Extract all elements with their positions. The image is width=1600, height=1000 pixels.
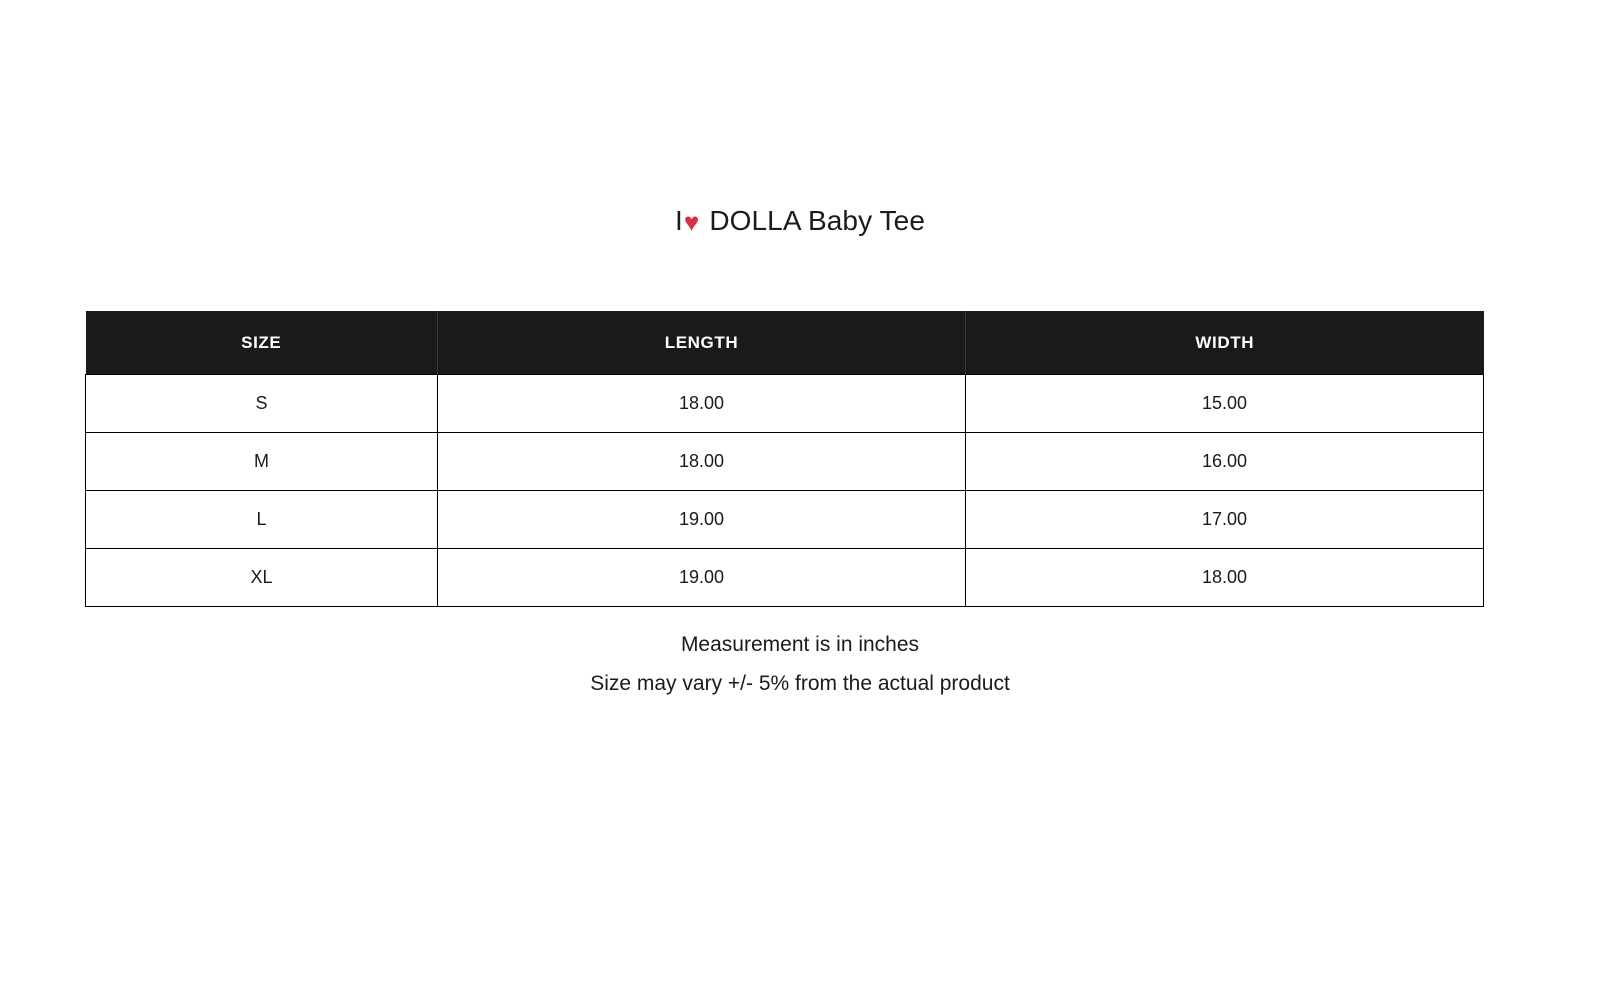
- cell-size: S: [85, 374, 438, 433]
- column-header-size: SIZE: [85, 311, 438, 375]
- cell-length: 18.00: [437, 374, 966, 433]
- cell-length: 18.00: [437, 432, 966, 491]
- cell-size: XL: [85, 548, 438, 607]
- column-header-width: WIDTH: [965, 311, 1484, 375]
- cell-width: 17.00: [965, 490, 1484, 549]
- table-body: S 18.00 15.00 M 18.00 16.00 L 19.00 17.0…: [85, 374, 1484, 607]
- table-row: XL 19.00 18.00: [85, 548, 1484, 607]
- heart-icon: ♥: [683, 207, 700, 237]
- note-size-tolerance: Size may vary +/- 5% from the actual pro…: [590, 672, 1010, 695]
- cell-width: 16.00: [965, 432, 1484, 491]
- note-measurement-units: Measurement is in inches: [680, 633, 920, 656]
- table-header-row: SIZE LENGTH WIDTH: [85, 311, 1484, 375]
- table-row: L 19.00 17.00: [85, 490, 1484, 549]
- page-title: I♥ DOLLA Baby Tee: [0, 205, 1600, 238]
- title-suffix: DOLLA Baby Tee: [709, 205, 926, 236]
- cell-length: 19.00: [437, 490, 966, 549]
- column-header-length: LENGTH: [437, 311, 966, 375]
- cell-size: L: [85, 490, 438, 549]
- footer-notes: Measurement is in inches Size may vary +…: [0, 625, 1600, 703]
- table-header: SIZE LENGTH WIDTH: [85, 311, 1484, 375]
- cell-length: 19.00: [437, 548, 966, 607]
- table-row: M 18.00 16.00: [85, 432, 1484, 491]
- size-chart-table: SIZE LENGTH WIDTH S 18.00 15.00 M 18.00 …: [85, 311, 1484, 607]
- cell-width: 15.00: [965, 374, 1484, 433]
- cell-width: 18.00: [965, 548, 1484, 607]
- table-row: S 18.00 15.00: [85, 374, 1484, 433]
- cell-size: M: [85, 432, 438, 491]
- title-prefix: I: [674, 205, 683, 236]
